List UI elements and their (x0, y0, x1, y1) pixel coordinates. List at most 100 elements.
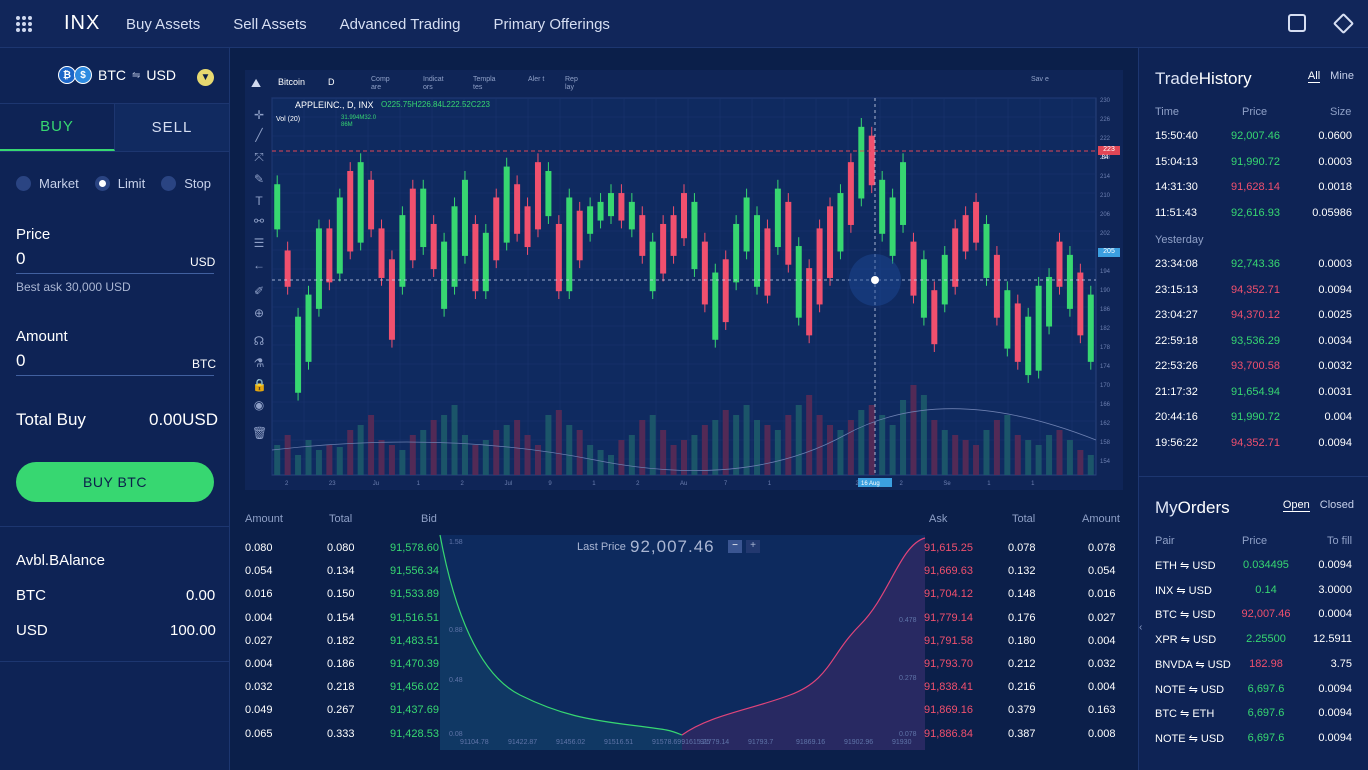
amount-label: Amount (16, 328, 68, 345)
my-orders-tabs: Open Closed (1282, 499, 1354, 512)
amount-input[interactable]: 0 (16, 351, 26, 370)
text-icon[interactable]: T (255, 194, 263, 208)
eye-icon[interactable]: ◉ (253, 398, 265, 412)
bid-price[interactable]: 91,456.02 (390, 681, 439, 694)
tab-sell[interactable]: SELL (115, 104, 229, 151)
zoom-in-button[interactable]: + (746, 540, 760, 553)
bid-amount: 0.004 (245, 658, 273, 670)
close-window-icon[interactable] (1332, 12, 1355, 35)
price-chart[interactable]: 2 23 Ju 1 2 Jul 9 1 2 Au 7 1 16 Aug 2 2 Se 1 1 230 226 222 21… (245, 70, 1123, 490)
indicators-button[interactable]: Indicat ors (423, 76, 444, 91)
zoom-out-button[interactable]: − (728, 540, 742, 553)
brush-icon[interactable]: ✎ (253, 172, 265, 186)
pair-selector[interactable]: ₿ $ BTC ⇋ USD (58, 66, 176, 84)
trash-icon[interactable]: 🗑 (252, 426, 268, 440)
ask-amount-header: Amount (1082, 513, 1120, 525)
chevron-down-icon[interactable]: ▼ (197, 69, 214, 86)
candle-body (388, 259, 395, 340)
usd-coin-icon: $ (74, 66, 92, 84)
magnet-icon[interactable]: ☊ (253, 334, 265, 348)
volume-bar (868, 405, 875, 475)
wallet-icon[interactable] (1288, 14, 1306, 32)
chart-interval[interactable]: D (328, 77, 335, 87)
fib-icon[interactable]: ⤧ (254, 150, 264, 164)
lock-drawing-icon[interactable]: ⚗ (253, 356, 265, 370)
ask-price[interactable]: 91,704.12 (924, 588, 973, 601)
ask-price[interactable]: 91,779.14 (924, 611, 973, 624)
trade-panel (0, 48, 230, 770)
nav-buy-assets[interactable]: Buy Assets (126, 16, 201, 33)
th-time: 23:04:27 (1155, 309, 1198, 321)
nav-sell-assets[interactable]: Sell Assets (233, 16, 307, 33)
trendline-icon[interactable]: ╱ (255, 128, 263, 142)
volume-bar (733, 415, 740, 475)
pattern-icon[interactable]: ⚯ (253, 214, 265, 228)
bid-price[interactable]: 91,428.53 (390, 727, 439, 740)
back-arrow-icon[interactable]: ← (253, 258, 265, 272)
radio-limit[interactable]: Limit (94, 176, 145, 191)
tab-mine[interactable]: Mine (1330, 70, 1354, 82)
nav-advanced-trading[interactable]: Advanced Trading (339, 16, 461, 33)
bid-price[interactable]: 91,470.39 (390, 658, 439, 670)
volume-bar (1035, 445, 1042, 475)
tab-closed[interactable]: Closed (1319, 499, 1354, 511)
ask-price[interactable]: 91,793.70 (924, 658, 973, 670)
depth-x-label: 91456.02 (556, 739, 586, 746)
ask-price[interactable]: 91,791.58 (924, 634, 973, 647)
bid-total: 0.333 (327, 727, 355, 740)
apps-grid-icon[interactable] (16, 16, 32, 32)
depth-y-label: 0.478 (899, 617, 917, 624)
ask-total: 0.387 (1008, 727, 1036, 740)
zoom-icon[interactable]: ⊕ (253, 306, 265, 320)
buy-btc-button[interactable]: BUY BTC (16, 462, 214, 502)
candle-body (691, 201, 698, 270)
price-input[interactable]: 0 (16, 249, 26, 268)
mo-pair: BTC ⇋ USD (1155, 609, 1216, 622)
radio-stop[interactable]: Stop (161, 176, 211, 191)
bid-price[interactable]: 91,516.51 (390, 611, 439, 624)
trade-history-tabs: All Mine (1307, 70, 1354, 83)
chart-symbol[interactable]: Bitcoin (278, 77, 306, 87)
depth-chart (439, 534, 926, 750)
lock-icon[interactable]: 🔒 (252, 378, 267, 392)
bid-price[interactable]: 91,483.51 (390, 634, 439, 647)
crosshair-icon[interactable]: ✛ (253, 108, 265, 122)
bid-price[interactable]: 91,533.89 (390, 588, 439, 601)
radio-market[interactable]: Market (16, 176, 79, 191)
bid-price[interactable]: 91,578.60 (390, 542, 439, 554)
compare-button[interactable]: Comp are (371, 76, 390, 91)
bid-price[interactable]: 91,556.34 (390, 565, 439, 578)
replay-button[interactable]: Rep lay (565, 76, 578, 91)
ask-price[interactable]: 91,869.16 (924, 704, 973, 717)
ask-price[interactable]: 91,615.25 (924, 542, 973, 554)
tab-open[interactable]: Open (1282, 499, 1310, 512)
ask-price[interactable]: 91,886.84 (924, 727, 973, 740)
save-button[interactable]: Sav e (1031, 76, 1049, 83)
th-size: 0.0094 (1318, 436, 1352, 449)
depth-x-label: 91869.16 (796, 739, 826, 746)
volume-bar (441, 415, 448, 475)
tab-all[interactable]: All (1307, 70, 1321, 83)
collapse-chevron-icon[interactable]: ‹ (1139, 622, 1143, 633)
th-time: 22:53:26 (1155, 360, 1198, 372)
logo[interactable]: INX (64, 12, 101, 34)
tab-buy[interactable]: BUY (0, 104, 115, 151)
y-tick-label: 166 (1100, 402, 1111, 408)
th-size: 0.0018 (1318, 181, 1352, 193)
ask-price[interactable]: 91,838.41 (924, 681, 973, 694)
prediction-icon[interactable]: ☰ (253, 236, 265, 250)
plot-area (271, 97, 1097, 476)
bid-total: 0.186 (327, 658, 355, 670)
nav-primary-offerings[interactable]: Primary Offerings (493, 16, 610, 33)
alert-button[interactable]: Aler t (528, 76, 545, 83)
x-tick-label: 16 Aug (861, 481, 880, 487)
templates-button[interactable]: Templa tes (473, 76, 496, 91)
bid-price[interactable]: 91,437.69 (390, 704, 439, 717)
candle-body (764, 228, 771, 296)
mo-price: 182.98 (1249, 657, 1283, 670)
volume-bar (754, 420, 761, 475)
ask-price[interactable]: 91,669.63 (924, 565, 973, 578)
pencil-icon[interactable]: ✐ (253, 284, 265, 298)
candle-body (670, 215, 677, 256)
